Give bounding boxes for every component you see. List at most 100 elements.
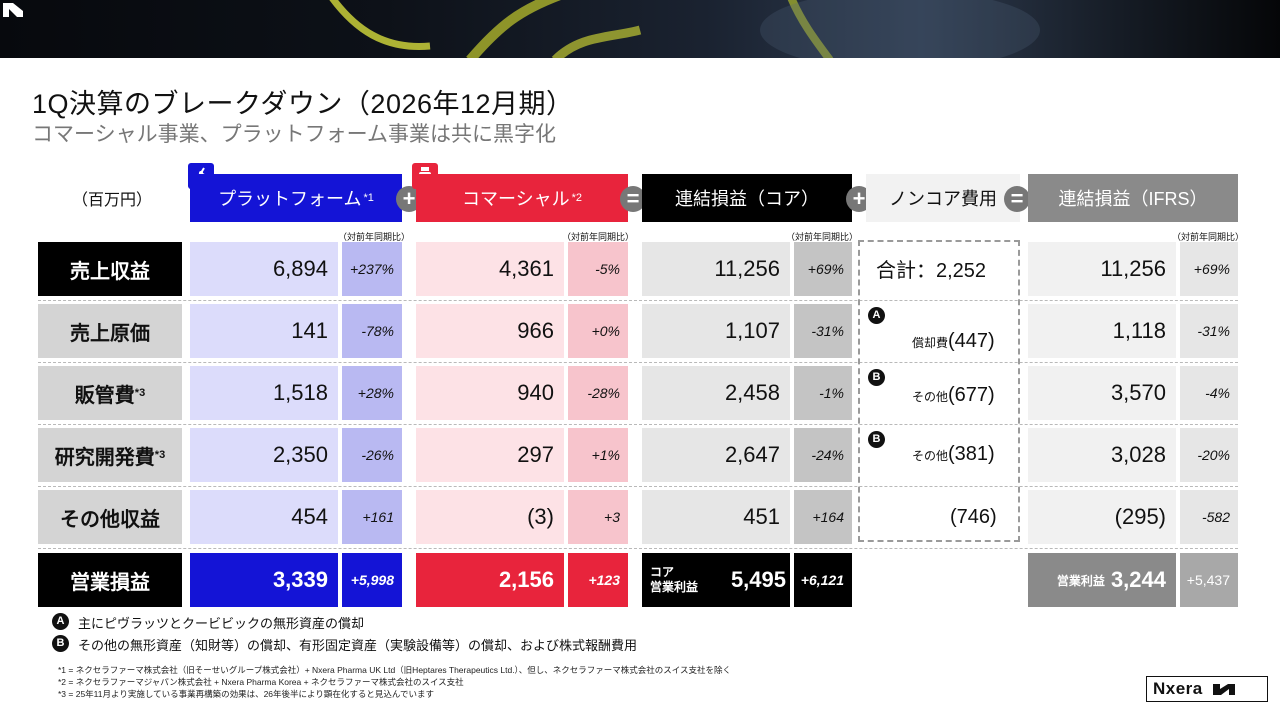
core-value: 11,256 bbox=[642, 242, 790, 296]
core-header: 連結損益（コア） bbox=[642, 174, 852, 222]
noncore-total: 合計：2,252 bbox=[876, 260, 987, 282]
ifrs-header: 連結損益（IFRS） bbox=[1028, 174, 1238, 222]
banner-artwork bbox=[329, 0, 1040, 58]
platform-change: -78% bbox=[342, 304, 402, 358]
brand-mark-icon bbox=[1212, 684, 1235, 695]
commercial-header-label: コマーシャル bbox=[461, 189, 570, 209]
commercial-yoy-label: （対前年同期比） bbox=[562, 232, 635, 242]
row-separator bbox=[38, 300, 1238, 301]
row-separator bbox=[38, 362, 1238, 363]
ifrs-change: -31% bbox=[1180, 304, 1238, 358]
row-label-other-income: その他収益 bbox=[38, 490, 182, 544]
commercial-value: 940 bbox=[416, 366, 564, 420]
platform-yoy-label: （対前年同期比） bbox=[338, 232, 411, 242]
ifrs-yoy-label: （対前年同期比） bbox=[1172, 232, 1245, 242]
platform-change: +28% bbox=[342, 366, 402, 420]
noncore-dashed-box bbox=[858, 240, 1020, 542]
header-banner bbox=[0, 0, 1280, 58]
core-change: -31% bbox=[794, 304, 852, 358]
commercial-value: (3) bbox=[416, 490, 564, 544]
ifrs-change: +69% bbox=[1180, 242, 1238, 296]
platform-value: 6,894 bbox=[190, 242, 338, 296]
equals-operator-2: = bbox=[1004, 186, 1030, 212]
commercial-total-value: 2,156 bbox=[416, 553, 564, 607]
row-label-rnd: 研究開発費 *3 bbox=[38, 428, 182, 482]
row-label-sga: 販管費 *3 bbox=[38, 366, 182, 420]
commercial-change: -5% bbox=[568, 242, 628, 296]
core-total-value: 5,495 bbox=[730, 567, 786, 592]
ifrs-total-change: +5,437 bbox=[1180, 553, 1238, 607]
commercial-value: 966 bbox=[416, 304, 564, 358]
core-change: -1% bbox=[794, 366, 852, 420]
platform-value: 1,518 bbox=[190, 366, 338, 420]
marker-a-icon: A bbox=[868, 307, 885, 324]
commercial-change: +0% bbox=[568, 304, 628, 358]
platform-total-change: +5,998 bbox=[342, 553, 402, 607]
platform-value: 2,350 bbox=[190, 428, 338, 482]
ifrs-total-cell: 営業利益 3,244 bbox=[1028, 553, 1176, 607]
noncore-other-income: (746) bbox=[950, 506, 997, 528]
marker-b-icon: B bbox=[868, 431, 885, 448]
ifrs-value: (295) bbox=[1028, 490, 1176, 544]
platform-total-value: 3,339 bbox=[190, 553, 338, 607]
core-change: +69% bbox=[794, 242, 852, 296]
platform-change: -26% bbox=[342, 428, 402, 482]
commercial-header-note: *2 bbox=[571, 192, 583, 204]
noncore-item: 償却費(447) bbox=[912, 330, 995, 352]
noncore-item: その他(381) bbox=[912, 443, 995, 465]
note-a: 主にピヴラッツとクービビックの無形資産の償却 bbox=[78, 616, 365, 631]
noncore-header: ノンコア費用 bbox=[866, 174, 1020, 222]
marker-b-icon: B bbox=[868, 369, 885, 386]
note-b: その他の無形資産（知財等）の償却、有形固定資産（実験設備等）の償却、および株式報… bbox=[78, 638, 638, 653]
marker-a-icon: A bbox=[52, 613, 69, 630]
page-subtitle: コマーシャル事業、プラットフォーム事業は共に黒字化 bbox=[32, 123, 556, 146]
ifrs-change: -4% bbox=[1180, 366, 1238, 420]
core-total-cell: コア 営業利益 5,495 bbox=[642, 553, 790, 607]
ifrs-total-value: 3,244 bbox=[1110, 567, 1166, 592]
commercial-change: +3 bbox=[568, 490, 628, 544]
row-label-revenue: 売上収益 bbox=[38, 242, 182, 296]
marker-b-icon: B bbox=[52, 635, 69, 652]
footnote-3: *3 = 25年11月より実施している事業再構築の効果は、26年後半により顕在化… bbox=[58, 689, 434, 699]
core-value: 2,647 bbox=[642, 428, 790, 482]
commercial-change: +1% bbox=[568, 428, 628, 482]
noncore-item: その他(677) bbox=[912, 384, 995, 406]
core-total-change: +6,121 bbox=[794, 553, 852, 607]
ifrs-value: 3,028 bbox=[1028, 428, 1176, 482]
ifrs-change: -582 bbox=[1180, 490, 1238, 544]
platform-header-note: *1 bbox=[363, 192, 374, 204]
core-change: +164 bbox=[794, 490, 852, 544]
ifrs-total-label: 営業利益 bbox=[1056, 573, 1105, 588]
nxera-logo: Nxera bbox=[1146, 676, 1268, 702]
ifrs-value: 3,570 bbox=[1028, 366, 1176, 420]
brand-name: Nxera bbox=[1153, 679, 1203, 698]
row-separator bbox=[38, 548, 1238, 549]
footnote-1: *1 = ネクセラファーマ株式会社（旧そーせいグループ株式会社）+ Nxera … bbox=[58, 665, 732, 675]
core-value: 451 bbox=[642, 490, 790, 544]
core-yoy-label: （対前年同期比） bbox=[786, 232, 859, 242]
row-separator bbox=[38, 486, 1238, 487]
ifrs-value: 11,256 bbox=[1028, 242, 1176, 296]
ifrs-value: 1,118 bbox=[1028, 304, 1176, 358]
core-value: 2,458 bbox=[642, 366, 790, 420]
platform-change: +237% bbox=[342, 242, 402, 296]
platform-change: +161 bbox=[342, 490, 402, 544]
core-value: 1,107 bbox=[642, 304, 790, 358]
platform-header-label: プラットフォーム bbox=[218, 189, 362, 209]
unit-label: （百万円） bbox=[72, 192, 153, 209]
core-change: -24% bbox=[794, 428, 852, 482]
platform-value: 454 bbox=[190, 490, 338, 544]
platform-header: プラットフォーム *1 bbox=[190, 174, 402, 222]
commercial-value: 4,361 bbox=[416, 242, 564, 296]
commercial-header: コマーシャル *2 bbox=[416, 174, 628, 222]
equals-operator: = bbox=[620, 186, 646, 212]
core-total-label-2: 営業利益 bbox=[650, 580, 699, 594]
ifrs-change: -20% bbox=[1180, 428, 1238, 482]
nxera-mark-icon bbox=[3, 3, 23, 17]
commercial-change: -28% bbox=[568, 366, 628, 420]
commercial-total-change: +123 bbox=[568, 553, 628, 607]
footnote-2: *2 = ネクセラファーマジャパン株式会社 + Nxera Pharma Kor… bbox=[58, 677, 464, 687]
row-label-operating-profit: 営業損益 bbox=[38, 553, 182, 607]
commercial-value: 297 bbox=[416, 428, 564, 482]
row-separator bbox=[38, 424, 1238, 425]
